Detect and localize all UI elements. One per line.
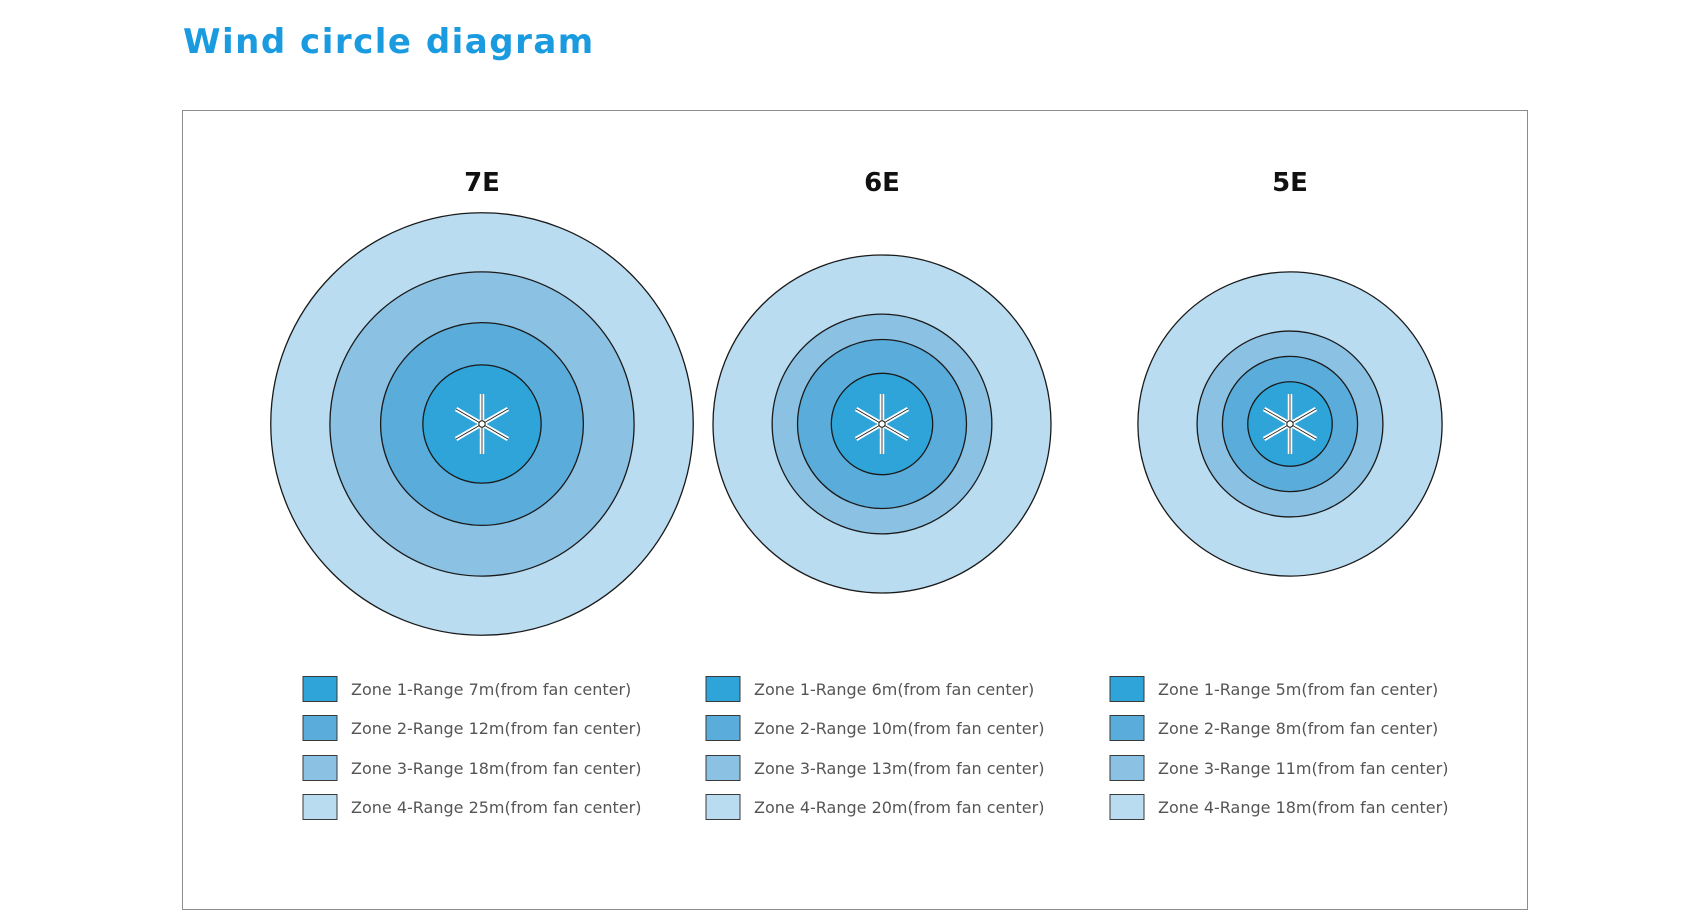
legend-swatch-zone-1 — [302, 676, 338, 702]
fan-hub — [478, 420, 486, 428]
fan-icon — [854, 394, 910, 454]
page-title: Wind circle diagram — [183, 22, 595, 62]
fan-hub — [878, 420, 886, 428]
fan-icon — [1262, 394, 1318, 454]
fan-group-5e: 5E Zone 1-Range 5m(from fan center) Zone 2… — [1109, 168, 1448, 820]
fan-blade-edge — [1263, 423, 1291, 440]
fan-model-label: 7E — [464, 168, 500, 198]
fan-blade-edge — [1289, 408, 1317, 425]
legend-swatch-zone-4 — [705, 794, 741, 820]
fan-blade-edge — [855, 423, 883, 440]
legend-label-zone-1: Zone 1-Range 5m(from fan center) — [1158, 680, 1438, 699]
legend-swatch-zone-3 — [1109, 755, 1145, 781]
legend-swatch-zone-2 — [705, 715, 741, 741]
fan-blade-edge — [481, 408, 509, 425]
fan-group-7e: 7E Zone 1-Range 7m(from fan center) Zone 2… — [270, 168, 694, 820]
legend-label-zone-3: Zone 3-Range 18m(from fan center) — [351, 759, 641, 778]
fan-blade-edge — [481, 423, 509, 440]
legend-swatch-zone-4 — [1109, 794, 1145, 820]
fan-blade-edge — [455, 408, 483, 425]
legend-label-zone-3: Zone 3-Range 13m(from fan center) — [754, 759, 1044, 778]
fan-hub — [1286, 420, 1294, 428]
legend-swatch-zone-3 — [705, 755, 741, 781]
fan-blade-edge — [1263, 408, 1291, 425]
legend-swatch-zone-3 — [302, 755, 338, 781]
legend-swatch-zone-1 — [705, 676, 741, 702]
legend-label-zone-2: Zone 2-Range 8m(from fan center) — [1158, 719, 1438, 738]
legend-label-zone-1: Zone 1-Range 7m(from fan center) — [351, 680, 631, 699]
legend-label-zone-3: Zone 3-Range 11m(from fan center) — [1158, 759, 1448, 778]
fan-model-label: 5E — [1272, 168, 1308, 198]
fan-group-6e: 6E Zone 1-Range 6m(from fan center) Zone 2… — [705, 168, 1052, 820]
legend-label-zone-4: Zone 4-Range 20m(from fan center) — [754, 798, 1044, 817]
fan-blade-edge — [1289, 423, 1317, 440]
wind-circle-diagram: 7E Zone 1-Range 7m(from fan center) Zone 2… — [270, 168, 1448, 820]
legend-label-zone-1: Zone 1-Range 6m(from fan center) — [754, 680, 1034, 699]
fan-blade-edge — [881, 408, 909, 425]
legend-swatch-zone-4 — [302, 794, 338, 820]
fan-blade-edge — [455, 423, 483, 440]
fan-model-label: 6E — [864, 168, 900, 198]
legend-label-zone-4: Zone 4-Range 18m(from fan center) — [1158, 798, 1448, 817]
legend-label-zone-2: Zone 2-Range 12m(from fan center) — [351, 719, 641, 738]
legend-label-zone-2: Zone 2-Range 10m(from fan center) — [754, 719, 1044, 738]
fan-blade-edge — [881, 423, 909, 440]
fan-blade-edge — [855, 408, 883, 425]
legend-swatch-zone-1 — [1109, 676, 1145, 702]
fan-icon — [454, 394, 510, 454]
legend-swatch-zone-2 — [1109, 715, 1145, 741]
legend-swatch-zone-2 — [302, 715, 338, 741]
legend-label-zone-4: Zone 4-Range 25m(from fan center) — [351, 798, 641, 817]
